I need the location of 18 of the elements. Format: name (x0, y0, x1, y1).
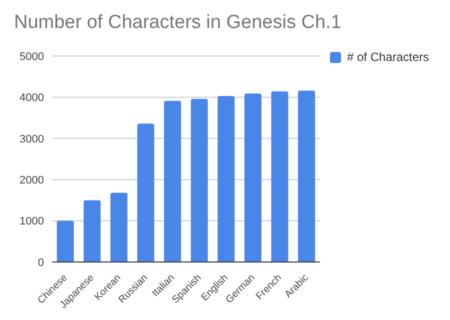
legend-label: # of Characters (346, 50, 430, 64)
y-tick-label: 0 (38, 256, 44, 269)
y-tick-label: 3000 (20, 133, 44, 146)
y-tick-label: 5000 (20, 50, 44, 63)
bar (218, 96, 235, 262)
bar (298, 90, 316, 262)
bar (137, 124, 154, 262)
bar (110, 192, 128, 262)
y-tick-label: 1000 (20, 216, 44, 228)
bar (84, 200, 101, 262)
bar (244, 93, 262, 262)
bar (190, 98, 208, 262)
y-tick-label: 2000 (20, 174, 44, 187)
bar (164, 100, 182, 262)
bar (56, 220, 74, 262)
chart-title: Number of Characters in Genesis Ch.1 (14, 12, 342, 34)
y-tick-label: 4000 (20, 92, 44, 104)
bar (271, 91, 288, 262)
